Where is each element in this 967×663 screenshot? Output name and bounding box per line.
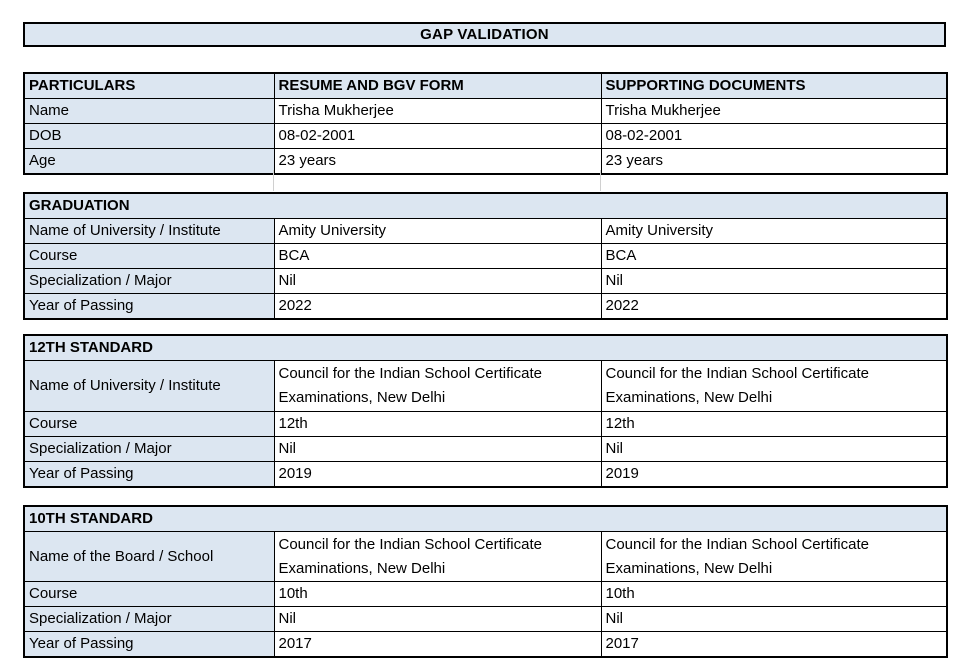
spreadsheet-gridline — [600, 170, 601, 191]
supporting-value-cell: Nil — [600, 436, 948, 462]
particulars-table: PARTICULARS RESUME AND BGV FORM SUPPORTI… — [23, 72, 948, 175]
resume-value-cell: 10th — [273, 581, 602, 607]
resume-value-cell: Council for the Indian School Certificat… — [273, 531, 602, 582]
table-row: Age 23 years 23 years — [23, 148, 948, 175]
resume-value-cell: 12th — [273, 411, 602, 437]
supporting-value-cell: 12th — [600, 411, 948, 437]
table-row: Course 12th 12th — [23, 411, 948, 437]
row-label-cell: Specialization / Major — [23, 268, 275, 294]
section-header-row: 12TH STANDARD — [23, 334, 948, 361]
row-label-cell: Name of University / Institute — [23, 360, 275, 412]
resume-value-cell: 2017 — [273, 631, 602, 658]
table-row: Name Trisha Mukherjee Trisha Mukherjee — [23, 98, 948, 124]
supporting-value-cell: Amity University — [600, 218, 948, 244]
resume-value-cell: Nil — [273, 606, 602, 632]
resume-value-cell: Amity University — [273, 218, 602, 244]
table-row: Year of Passing 2022 2022 — [23, 293, 948, 320]
row-label-cell: Name — [23, 98, 275, 124]
resume-value-cell: Nil — [273, 268, 602, 294]
supporting-value-cell: Council for the Indian School Certificat… — [600, 360, 948, 412]
row-label-cell: Course — [23, 581, 275, 607]
supporting-value-cell: Nil — [600, 606, 948, 632]
resume-value-cell: 2019 — [273, 461, 602, 488]
row-label-cell: Specialization / Major — [23, 606, 275, 632]
resume-value-cell: BCA — [273, 243, 602, 269]
page-title: GAP VALIDATION — [420, 26, 549, 43]
row-label-cell: DOB — [23, 123, 275, 149]
section-title-cell: GRADUATION — [23, 192, 948, 219]
table-row: DOB 08-02-2001 08-02-2001 — [23, 123, 948, 149]
row-label-cell: Specialization / Major — [23, 436, 275, 462]
row-label-cell: Year of Passing — [23, 631, 275, 658]
section-header-row: 10TH STANDARD — [23, 505, 948, 532]
table-row: Course 10th 10th — [23, 581, 948, 607]
table-row: Specialization / Major Nil Nil — [23, 436, 948, 462]
row-label-cell: Year of Passing — [23, 461, 275, 488]
supporting-value-cell: BCA — [600, 243, 948, 269]
tenth-standard-table: 10TH STANDARD Name of the Board / School… — [23, 505, 949, 658]
section-header-row: GRADUATION — [23, 192, 948, 219]
supporting-value-cell: 08-02-2001 — [600, 123, 948, 149]
row-label-cell: Age — [23, 148, 275, 175]
row-label-cell: Name of the Board / School — [23, 531, 275, 582]
table-row: Name of University / Institute Amity Uni… — [23, 218, 948, 244]
resume-value-cell: 23 years — [273, 148, 602, 175]
column-header-supporting-docs: SUPPORTING DOCUMENTS — [600, 72, 948, 99]
column-header-particulars: PARTICULARS — [23, 72, 275, 99]
supporting-value-cell: 23 years — [600, 148, 948, 175]
supporting-value-cell: Trisha Mukherjee — [600, 98, 948, 124]
table-row: Name of the Board / School Council for t… — [23, 531, 948, 582]
table-row: Name of University / Institute Council f… — [23, 360, 948, 412]
sheet-title-bar: GAP VALIDATION — [23, 22, 946, 47]
supporting-value-cell: 10th — [600, 581, 948, 607]
table-row: Year of Passing 2019 2019 — [23, 461, 948, 488]
resume-value-cell: Council for the Indian School Certificat… — [273, 360, 602, 412]
row-label-cell: Course — [23, 243, 275, 269]
twelfth-standard-table: 12TH STANDARD Name of University / Insti… — [23, 334, 949, 488]
table-header-row: PARTICULARS RESUME AND BGV FORM SUPPORTI… — [23, 72, 948, 99]
table-row: Year of Passing 2017 2017 — [23, 631, 948, 658]
resume-value-cell: Nil — [273, 436, 602, 462]
supporting-value-cell: 2017 — [600, 631, 948, 658]
supporting-value-cell: 2019 — [600, 461, 948, 488]
column-header-resume-bgv: RESUME AND BGV FORM — [273, 72, 602, 99]
spreadsheet-gridline — [273, 170, 274, 191]
graduation-table: GRADUATION Name of University / Institut… — [23, 192, 949, 320]
supporting-value-cell: 2022 — [600, 293, 948, 320]
row-label-cell: Course — [23, 411, 275, 437]
section-title-cell: 12TH STANDARD — [23, 334, 948, 361]
resume-value-cell: 2022 — [273, 293, 602, 320]
resume-value-cell: 08-02-2001 — [273, 123, 602, 149]
table-row: Specialization / Major Nil Nil — [23, 268, 948, 294]
row-label-cell: Year of Passing — [23, 293, 275, 320]
row-label-cell: Name of University / Institute — [23, 218, 275, 244]
resume-value-cell: Trisha Mukherjee — [273, 98, 602, 124]
section-title-cell: 10TH STANDARD — [23, 505, 948, 532]
table-row: Specialization / Major Nil Nil — [23, 606, 948, 632]
supporting-value-cell: Council for the Indian School Certificat… — [600, 531, 948, 582]
supporting-value-cell: Nil — [600, 268, 948, 294]
table-row: Course BCA BCA — [23, 243, 948, 269]
